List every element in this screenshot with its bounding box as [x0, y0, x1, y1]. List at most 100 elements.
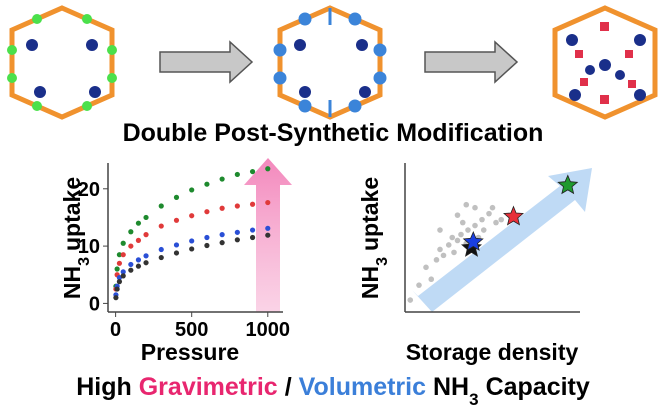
point — [116, 252, 123, 258]
x-tick-label: 0 — [110, 319, 121, 341]
point — [158, 246, 164, 253]
star-point — [503, 205, 524, 226]
y-axis-label: NH3 uptake — [59, 177, 93, 299]
point — [234, 171, 240, 178]
point — [143, 253, 149, 259]
point — [219, 205, 225, 211]
point — [116, 279, 123, 285]
point — [128, 229, 134, 235]
point — [472, 204, 478, 211]
point — [234, 203, 240, 209]
point — [416, 282, 422, 288]
y-tick-label: 20 — [78, 179, 100, 201]
point — [249, 234, 256, 241]
modifiers — [575, 22, 636, 104]
point — [445, 242, 452, 248]
point — [423, 264, 429, 271]
point — [173, 217, 180, 223]
point — [493, 219, 499, 226]
caption-part: Volumetric — [299, 373, 426, 401]
point — [428, 276, 435, 283]
point — [120, 269, 126, 275]
star-point — [462, 230, 484, 251]
point — [472, 222, 478, 229]
point — [128, 243, 134, 249]
diagram — [7, 5, 658, 120]
point — [204, 234, 210, 241]
point — [158, 223, 164, 229]
point — [158, 254, 164, 261]
point — [454, 237, 461, 244]
molecules — [294, 39, 371, 98]
star-point — [557, 174, 579, 195]
x-tick-label: 500 — [175, 319, 208, 341]
point — [128, 261, 134, 268]
y-label-part: uptake — [357, 177, 383, 251]
point — [173, 242, 180, 248]
point — [114, 266, 120, 272]
point — [486, 210, 492, 217]
y-tick-label: 0 — [89, 293, 100, 315]
caption-part: NH — [433, 373, 469, 401]
point — [480, 227, 487, 233]
point — [407, 297, 414, 303]
point — [265, 199, 271, 206]
point — [451, 249, 457, 256]
arrow — [159, 40, 254, 84]
caption: High Gravimetric / Volumetric NH3 Capacity — [76, 373, 590, 407]
molecules — [26, 39, 101, 98]
caption-part: Gravimetric — [139, 373, 278, 401]
point — [189, 213, 195, 219]
y-label-part: 3 — [76, 257, 93, 266]
point — [189, 238, 195, 244]
y-tick-label: 10 — [78, 236, 100, 258]
point — [234, 237, 240, 243]
point — [143, 260, 149, 266]
x-axis-label: Storage density — [406, 339, 579, 365]
point — [249, 227, 256, 233]
point — [158, 203, 164, 209]
caption-part: High — [76, 373, 132, 401]
point — [135, 220, 142, 226]
hexagon — [9, 5, 115, 120]
point — [458, 231, 464, 238]
molecules — [566, 34, 646, 101]
point — [459, 219, 466, 226]
heading: Double Post-Synthetic Modification — [123, 119, 544, 147]
point — [204, 209, 210, 215]
trend-arrow — [412, 168, 592, 312]
point — [465, 227, 471, 233]
y-label-part: NH — [357, 266, 383, 299]
point — [204, 181, 210, 187]
point — [479, 216, 485, 223]
point — [135, 237, 142, 243]
point — [449, 234, 456, 241]
point — [265, 166, 271, 172]
point — [120, 252, 126, 258]
point — [113, 295, 119, 301]
x-axis-label: Pressure — [141, 339, 239, 365]
point — [120, 240, 126, 246]
point — [189, 187, 195, 193]
point — [189, 246, 195, 252]
point — [116, 260, 123, 266]
point — [437, 246, 443, 253]
arrow — [424, 40, 519, 84]
point — [135, 257, 142, 263]
y-label-part: NH — [59, 266, 85, 299]
point — [249, 168, 256, 175]
y-label-part: 3 — [374, 257, 391, 266]
point — [173, 250, 180, 256]
y-label-part: uptake — [59, 177, 85, 251]
point — [489, 204, 496, 211]
linker-dots — [7, 14, 117, 111]
point — [219, 176, 225, 182]
point — [234, 229, 240, 235]
point — [463, 201, 470, 208]
caption-part: 3 — [469, 390, 478, 407]
point — [120, 273, 126, 279]
point — [498, 216, 505, 223]
point — [173, 194, 180, 200]
point — [440, 252, 447, 259]
